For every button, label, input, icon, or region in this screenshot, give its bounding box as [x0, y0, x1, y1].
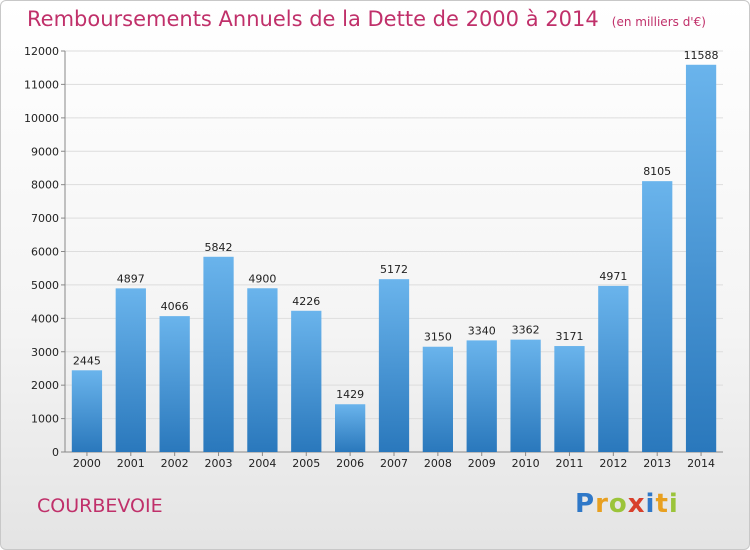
x-tick-label: 2009: [468, 457, 496, 470]
x-tick-label: 2010: [512, 457, 540, 470]
bar: [466, 340, 497, 452]
bar: [203, 256, 234, 452]
logo-letter: r: [595, 489, 609, 519]
logo-letter: x: [627, 489, 646, 519]
bar: [598, 285, 629, 452]
x-tick-label: 2006: [336, 457, 364, 470]
chart-title: Remboursements Annuels de la Dette de 20…: [27, 7, 599, 31]
y-tick-label: 11000: [24, 78, 59, 91]
logo-letter: P: [575, 489, 596, 519]
logo-letter: o: [608, 489, 628, 519]
logo-letter: i: [668, 489, 679, 519]
bar-value-label: 4226: [292, 295, 320, 308]
bar: [422, 346, 454, 452]
x-tick-label: 2008: [424, 457, 452, 470]
y-tick-label: 1000: [31, 413, 59, 426]
bar-value-label: 3362: [512, 324, 540, 337]
bar: [554, 346, 585, 452]
bar: [510, 339, 541, 452]
bar: [334, 404, 366, 452]
bar-value-label: 3150: [424, 331, 452, 344]
city-name: COURBEVOIE: [37, 495, 163, 517]
bar: [291, 310, 322, 452]
bar: [115, 288, 146, 452]
bar: [642, 181, 673, 453]
y-tick-label: 6000: [31, 246, 59, 259]
x-tick-label: 2013: [643, 457, 671, 470]
x-tick-label: 2014: [687, 457, 715, 470]
bar: [685, 64, 717, 452]
logo-letter: t: [655, 489, 669, 519]
bar: [378, 279, 410, 452]
x-tick-label: 2000: [73, 457, 101, 470]
y-tick-label: 7000: [31, 212, 59, 225]
bar-value-label: 11588: [684, 49, 719, 62]
x-tick-label: 2001: [117, 457, 145, 470]
x-tick-label: 2003: [205, 457, 233, 470]
bar-value-label: 4897: [117, 272, 145, 285]
bar: [247, 288, 278, 452]
x-tick-label: 2005: [292, 457, 320, 470]
x-tick-label: 2011: [555, 457, 583, 470]
y-tick-label: 8000: [31, 179, 59, 192]
logo-letter: i: [645, 489, 656, 519]
y-tick-label: 3000: [31, 346, 59, 359]
x-tick-label: 2012: [599, 457, 627, 470]
bar: [159, 316, 190, 452]
y-tick-label: 12000: [24, 45, 59, 58]
bar-value-label: 8105: [643, 165, 671, 178]
bar-value-label: 4066: [161, 300, 189, 313]
chart-header: Remboursements Annuels de la Dette de 20…: [27, 7, 706, 31]
y-tick-label: 0: [52, 446, 59, 459]
proxiti-logo: Proxiti: [575, 489, 679, 519]
x-tick-label: 2002: [161, 457, 189, 470]
bar-value-label: 3171: [555, 330, 583, 343]
bar-value-label: 5172: [380, 263, 408, 276]
y-tick-label: 2000: [31, 379, 59, 392]
bar-value-label: 2445: [73, 354, 101, 367]
bar-value-label: 5842: [205, 241, 233, 254]
bar-value-label: 4900: [248, 272, 276, 285]
bar: [71, 370, 103, 452]
bar-value-label: 1429: [336, 388, 364, 401]
y-tick-label: 4000: [31, 312, 59, 325]
y-tick-label: 5000: [31, 279, 59, 292]
x-tick-label: 2004: [248, 457, 276, 470]
bar-value-label: 4971: [599, 270, 627, 283]
x-tick-label: 2007: [380, 457, 408, 470]
bar-value-label: 3340: [468, 324, 496, 337]
y-tick-label: 10000: [24, 112, 59, 125]
chart-unit: (en milliers d'€): [611, 15, 706, 29]
y-tick-label: 9000: [31, 145, 59, 158]
